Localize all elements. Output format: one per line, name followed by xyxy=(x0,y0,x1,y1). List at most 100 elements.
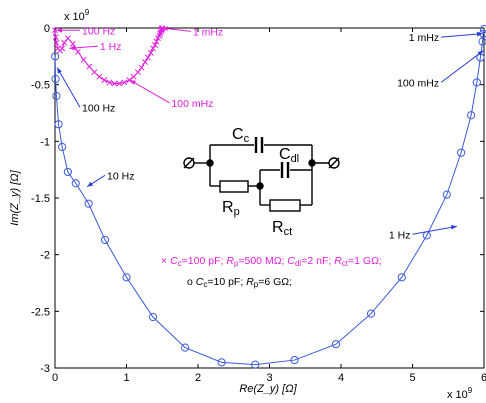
annotation-arrow xyxy=(441,33,483,38)
data-point-x xyxy=(116,80,123,87)
data-point-x xyxy=(152,42,159,48)
data-point-x xyxy=(52,27,58,34)
y-axis-label: Im(Z_y) [Ω] xyxy=(9,169,21,225)
data-point-x xyxy=(144,54,151,61)
annotation-arrowhead xyxy=(57,67,62,74)
data-point-circle xyxy=(442,190,451,199)
data-point-x xyxy=(106,79,113,86)
label-cc: Cc xyxy=(232,126,250,145)
annotation-arrowhead xyxy=(69,45,75,51)
data-point-x xyxy=(53,39,60,46)
data-point-circle xyxy=(366,309,376,318)
data-point-circle xyxy=(331,340,341,349)
data-point-x xyxy=(121,79,128,86)
data-point-circle xyxy=(63,167,72,177)
data-point-circle xyxy=(148,312,158,322)
annotation-arrow xyxy=(56,67,81,108)
y-tick-label: -3 xyxy=(40,363,50,375)
data-point-circle xyxy=(217,358,226,367)
data-point-x xyxy=(59,45,66,52)
data-point-circle xyxy=(251,360,260,369)
y-tick-label: 0 xyxy=(44,23,50,35)
annotation-arrow xyxy=(129,79,170,104)
data-point-circle xyxy=(290,355,299,365)
data-point-circle xyxy=(181,343,190,352)
data-point-x xyxy=(147,49,154,56)
data-point-circle xyxy=(84,199,93,208)
data-point-circle xyxy=(51,74,60,84)
x-tick-label: 2 xyxy=(195,372,201,384)
data-point-circle xyxy=(71,179,80,188)
data-point-x xyxy=(96,73,103,80)
data-point-x xyxy=(138,64,145,71)
label-rp: Rp xyxy=(222,199,240,218)
y-tick-label: -1 xyxy=(40,136,50,148)
annotation-label: 1 Hz xyxy=(100,41,122,53)
data-point-x xyxy=(126,77,133,84)
annotation-layer: 100 Hz 1 Hz 1 mHz 100 mHz 100 Hz 10 Hz 1 mHz 10… xyxy=(56,25,484,241)
y-tick-label: -0.5 xyxy=(31,80,50,92)
annotation-arrowhead xyxy=(87,181,94,187)
x-tick-label: 5 xyxy=(409,372,415,384)
label-cdl: Cdl xyxy=(279,146,299,165)
y-tick-label: -2 xyxy=(40,250,50,262)
x-tick-label: 6 xyxy=(481,372,486,384)
y-scale-label: x 109 xyxy=(64,8,90,23)
legend-line-2: o Cc=10 pF; Rp=6 GΩ; xyxy=(187,276,292,289)
data-point-circle xyxy=(58,142,67,152)
data-point-circle xyxy=(100,235,110,245)
annotation-label: 1 mHz xyxy=(409,32,439,44)
data-point-circle xyxy=(472,78,481,87)
data-point-x xyxy=(80,56,87,63)
data-point-x xyxy=(69,40,76,47)
label-rct: Rct xyxy=(272,219,292,238)
data-point-x xyxy=(64,35,71,42)
x-tick-label: 1 xyxy=(123,372,129,384)
annotation-label: 10 Hz xyxy=(107,170,134,182)
annotation-label: 1 mHz xyxy=(193,26,223,38)
data-point-circle xyxy=(467,111,476,120)
axis-ticks: 0 1 2 3 4 5 6 0 -0.5 -1 -1.5 -2 -2.5 -3 xyxy=(31,23,486,384)
data-point-x xyxy=(52,34,59,41)
data-point-circle xyxy=(457,148,466,157)
data-point-circle xyxy=(478,37,486,46)
data-point-x xyxy=(134,69,141,76)
annotation-arrowhead xyxy=(162,26,169,31)
equivalent-circuit xyxy=(183,137,340,212)
annotation-label: 100 mHz xyxy=(171,98,213,110)
data-point-x xyxy=(130,73,137,80)
rp-resistor xyxy=(219,180,249,193)
data-point-circle xyxy=(122,273,131,282)
data-point-circle xyxy=(479,25,486,34)
annotation-label: 100 Hz xyxy=(82,25,115,37)
annotation-arrowhead xyxy=(476,31,483,37)
annotation-arrowhead xyxy=(450,225,457,230)
rct-resistor xyxy=(269,199,301,212)
annotation-arrow xyxy=(440,50,484,83)
x-tick-label: 3 xyxy=(266,372,272,384)
x-tick-label: 0 xyxy=(52,372,58,384)
annotation-label: 100 Hz xyxy=(82,102,115,114)
data-point-x xyxy=(74,48,81,55)
data-point-circle xyxy=(52,91,61,101)
x-scale-label: x 109 xyxy=(447,386,473,401)
data-point-circle xyxy=(397,273,406,282)
x-axis-label: Re(Z_y) [Ω] xyxy=(239,383,297,395)
data-point-x xyxy=(91,69,98,76)
series-line-0 xyxy=(54,29,485,366)
data-point-x xyxy=(86,63,93,70)
data-point-circle xyxy=(51,52,60,61)
annotation-arrowhead xyxy=(477,50,484,56)
data-point-circle xyxy=(54,120,63,129)
data-point-x xyxy=(157,30,164,37)
data-point-x xyxy=(153,38,160,45)
data-point-x xyxy=(150,45,156,52)
x-tick-label: 4 xyxy=(338,372,344,384)
annotation-arrowhead xyxy=(56,27,62,33)
data-point-x xyxy=(111,80,118,87)
y-tick-label: -1.5 xyxy=(31,193,50,205)
annotation-label: 100 mHz xyxy=(397,77,439,89)
terminal-right xyxy=(328,157,340,169)
legend-line-1: × Cc=100 pF; Rp=500 MΩ; Cdl=2 nF; Rct=1 … xyxy=(161,255,382,268)
